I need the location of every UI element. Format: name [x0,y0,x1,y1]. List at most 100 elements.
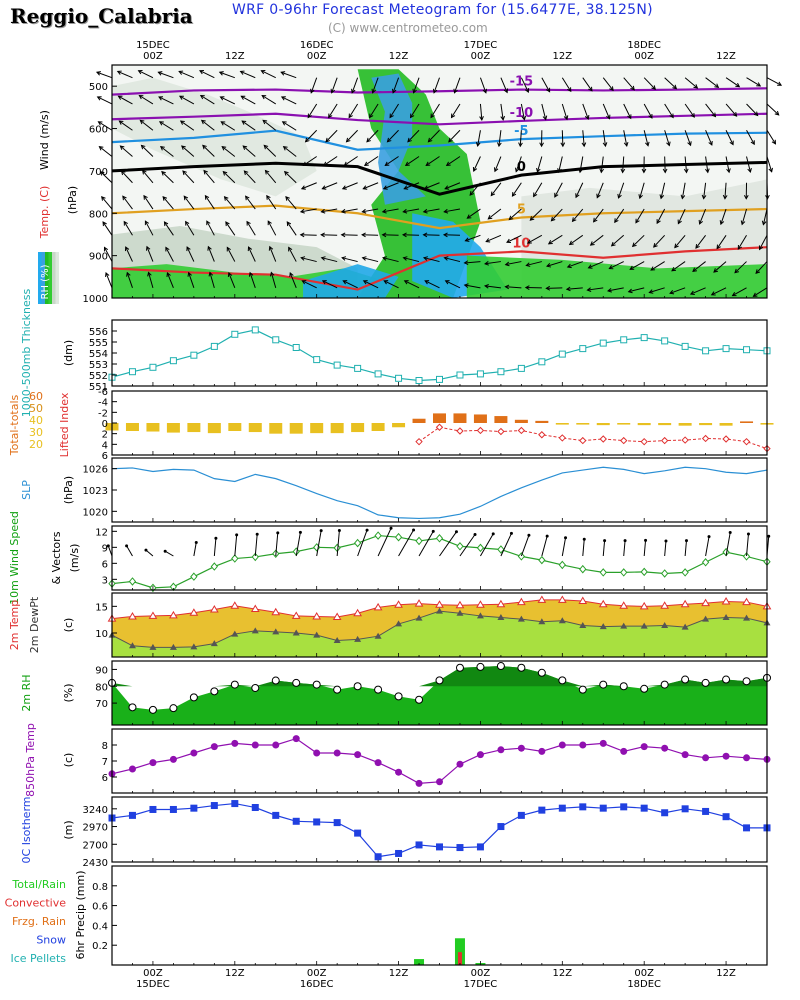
iso0-point [558,804,566,812]
rh-shade-region [303,264,399,298]
wind-arrow-head [161,170,166,176]
thickness-ytick-label: 553 [89,360,108,371]
wind-arrow [554,182,563,198]
wind-arrow [593,208,604,223]
wind-arrow [96,71,113,79]
t850-point [231,739,239,747]
wind-arrow-head [261,94,267,100]
wind-arrow-head [227,272,233,278]
wind-arrow-head [268,245,274,251]
wind-arrow [228,272,236,289]
thickness-point [497,368,505,376]
rh-shade-region [371,73,426,205]
iso0-point [169,805,177,813]
wind-arrow [363,182,379,190]
wind-arrow-head [432,88,438,94]
wind-arrow-head [402,208,408,214]
wind-arrow [546,287,563,289]
dewpt2m-point [517,615,525,622]
wind-arrow [664,77,677,89]
wind-arrow [140,119,154,131]
lifted-index-bar [289,423,303,434]
wind-arrow [423,257,440,263]
wind10-vector [107,545,113,557]
wind-arrow [99,146,113,157]
wind-arrow-head [288,246,293,252]
wind-arrow-head [599,168,605,174]
wind-arrow-head [627,288,633,294]
wind-arrow-head [487,215,493,220]
iso0-point [456,844,464,852]
wind10-vector [684,540,687,557]
temp2m-point [557,595,567,603]
wind-arrow [575,182,584,198]
wind-arrow [119,120,133,131]
wind-arrow-head [140,144,146,150]
wind-arrow-head [687,141,692,147]
wind-arrow [180,120,195,131]
wind-arrow-head [391,88,397,94]
t850-point [333,749,341,757]
wind-arrow-head [714,83,720,88]
wind-arrow [551,208,563,222]
wind-arrow-head [469,191,475,196]
rh2m-point [496,662,505,671]
wind-arrow [746,156,751,173]
thickness-point [251,326,259,334]
t850-point [354,751,362,759]
wind-arrow-head [550,216,556,222]
totals-point [435,423,444,431]
wind10-vector [582,539,585,557]
chart-title: WRF 0-96hr Forecast Meteogram for (15.64… [232,2,653,18]
wind-arrow-head [187,271,192,277]
wind-arrow [413,77,420,93]
wind10-vector [520,535,530,557]
totals-point [660,436,669,445]
dewpt2m-point [313,631,321,638]
wind-arrow [226,247,236,262]
wind-arrow [328,103,338,118]
t850-point [661,744,669,752]
wind-arrow-head [554,192,559,198]
wind-arrow-head [163,221,169,227]
wind10-vector-head [684,539,688,543]
wind-arrow-head [589,241,595,246]
wind10-vector [746,533,749,557]
wind-arrow-head [246,220,251,226]
wind-arrow-head [662,168,668,174]
wind-arrow-head [105,272,110,278]
dewpt2m-point [210,640,218,647]
wind-arrow [300,234,317,236]
wind-arrow-head [672,84,678,90]
wind-arrow [527,234,543,244]
thickness-point [415,377,423,384]
t850-point [210,743,218,751]
wind-arrow-head [504,261,510,267]
wind10-vector-head [603,539,607,543]
total-totals-legend-value: 50 [29,402,43,415]
wind10-vector [561,537,567,557]
upper-ytick-label: 900 [89,252,108,263]
wind-arrow [158,96,174,105]
wind-arrow [643,130,649,146]
wind-arrow [310,77,318,93]
thickness-point [231,330,239,338]
wind10-point [231,554,239,563]
wind-arrow-head [124,246,130,252]
wind-arrow-head [609,86,614,92]
wind-arrow [477,130,481,147]
totals-line [418,426,768,450]
wind-arrow [684,130,692,146]
wind-arrow [623,77,635,91]
wind-arrow-head [732,112,738,117]
dewpt2m-point [722,614,730,621]
wind-arrow-head [389,113,394,119]
wind-arrow-head [565,286,571,292]
wind-arrow-head [321,185,327,190]
wind-arrow [383,280,399,289]
wind-arrow-head [719,220,725,226]
wind-arrow [305,129,318,143]
wind-arrow-head [761,220,767,226]
thickness-ytick-label: 554 [89,349,108,360]
temp2m-point [271,607,281,616]
